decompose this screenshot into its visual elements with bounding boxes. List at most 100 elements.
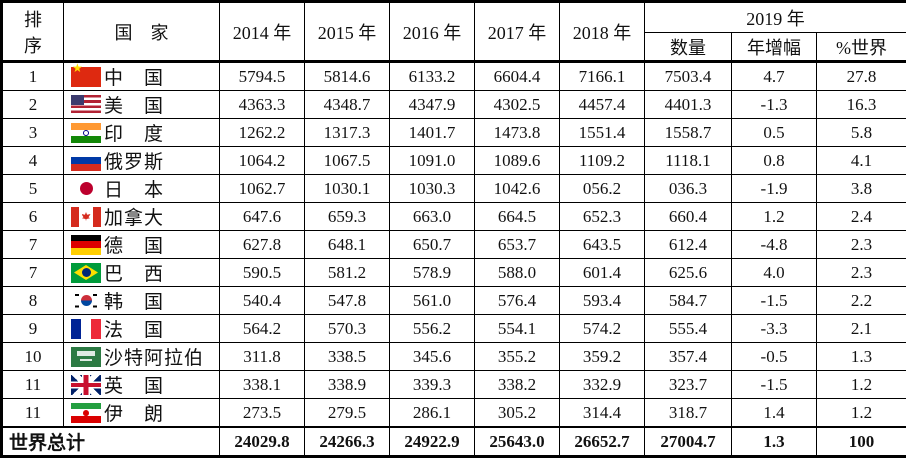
value-cell: 648.1 — [305, 231, 390, 259]
value-cell: 332.9 — [560, 371, 645, 399]
value-cell: -0.5 — [732, 343, 817, 371]
flag-india-icon — [71, 123, 101, 143]
country-cell: 沙特阿拉伯 — [64, 343, 220, 371]
value-cell: 16.3 — [817, 91, 906, 119]
header-year-2016: 2016 年 — [390, 2, 475, 62]
header-2019-quantity: 数量 — [645, 33, 732, 62]
country-name: 德 国 — [104, 231, 164, 258]
value-cell: 1042.6 — [475, 175, 560, 203]
value-cell: 357.4 — [645, 343, 732, 371]
value-cell: 359.2 — [560, 343, 645, 371]
value-cell: 311.8 — [220, 343, 305, 371]
value-cell: 1.3 — [817, 343, 906, 371]
value-cell: 279.5 — [305, 399, 390, 428]
flag-japan-icon — [71, 179, 101, 199]
rank-cell: 5 — [2, 175, 64, 203]
value-cell: 2.3 — [817, 231, 906, 259]
header-year-2018: 2018 年 — [560, 2, 645, 62]
total-2015: 24266.3 — [305, 427, 390, 457]
value-cell: 6133.2 — [390, 62, 475, 91]
country-cell: 加拿大 — [64, 203, 220, 231]
value-cell: 1.2 — [817, 399, 906, 428]
value-cell: 323.7 — [645, 371, 732, 399]
value-cell: 650.7 — [390, 231, 475, 259]
country-cell: 英 国 — [64, 371, 220, 399]
value-cell: 647.6 — [220, 203, 305, 231]
value-cell: 1091.0 — [390, 147, 475, 175]
total-2016: 24922.9 — [390, 427, 475, 457]
value-cell: 0.8 — [732, 147, 817, 175]
table-row: 11 英 国 338.1 338.9 339.3 338.2 332.9 323… — [2, 371, 906, 399]
value-cell: 056.2 — [560, 175, 645, 203]
country-cell: 俄罗斯 — [64, 147, 220, 175]
value-cell: -1.5 — [732, 287, 817, 315]
header-2019-world-share: %世界 — [817, 33, 906, 62]
table-row: 6 加拿大 647.6 659.3 663.0 664.5 652.3 660.… — [2, 203, 906, 231]
country-name: 巴 西 — [104, 259, 164, 286]
flag-iran-icon — [71, 403, 101, 423]
rank-cell: 7 — [2, 231, 64, 259]
value-cell: 4.0 — [732, 259, 817, 287]
table-row: 2 美 国 4363.3 4348.7 4347.9 4302.5 4457.4… — [2, 91, 906, 119]
value-cell: 570.3 — [305, 315, 390, 343]
header-year-2014: 2014 年 — [220, 2, 305, 62]
value-cell: 1.4 — [732, 399, 817, 428]
value-cell: 584.7 — [645, 287, 732, 315]
rank-cell: 6 — [2, 203, 64, 231]
value-cell: 1473.8 — [475, 119, 560, 147]
value-cell: 578.9 — [390, 259, 475, 287]
value-cell: 338.2 — [475, 371, 560, 399]
rank-cell: 4 — [2, 147, 64, 175]
flag-russia-icon — [71, 151, 101, 171]
rank-cell: 11 — [2, 399, 64, 428]
value-cell: 588.0 — [475, 259, 560, 287]
value-cell: 2.3 — [817, 259, 906, 287]
value-cell: 593.4 — [560, 287, 645, 315]
value-cell: 338.9 — [305, 371, 390, 399]
value-cell: 659.3 — [305, 203, 390, 231]
rank-cell: 3 — [2, 119, 64, 147]
value-cell: 547.8 — [305, 287, 390, 315]
total-2017: 25643.0 — [475, 427, 560, 457]
value-cell: 1558.7 — [645, 119, 732, 147]
value-cell: 5.8 — [817, 119, 906, 147]
value-cell: 314.4 — [560, 399, 645, 428]
country-name: 加拿大 — [104, 203, 164, 230]
value-cell: 601.4 — [560, 259, 645, 287]
country-cell: 印 度 — [64, 119, 220, 147]
value-cell: -1.5 — [732, 371, 817, 399]
value-cell: 4348.7 — [305, 91, 390, 119]
rank-cell: 2 — [2, 91, 64, 119]
country-name: 中 国 — [104, 63, 164, 90]
value-cell: 4.1 — [817, 147, 906, 175]
value-cell: 2.1 — [817, 315, 906, 343]
value-cell: 625.6 — [645, 259, 732, 287]
value-cell: 286.1 — [390, 399, 475, 428]
value-cell: 1.2 — [732, 203, 817, 231]
value-cell: 1064.2 — [220, 147, 305, 175]
value-cell: 3.8 — [817, 175, 906, 203]
table-row: 11 伊 朗 273.5 279.5 286.1 305.2 314.4 318… — [2, 399, 906, 428]
flag-uk-icon — [71, 375, 101, 395]
header-rank-line2: 序 — [3, 32, 63, 58]
header-row-main: 排 序 国 家 2014 年 2015 年 2016 年 2017 年 2018… — [2, 2, 906, 33]
country-name: 美 国 — [104, 91, 164, 118]
value-cell: 7503.4 — [645, 62, 732, 91]
country-cell: 法 国 — [64, 315, 220, 343]
value-cell: 1551.4 — [560, 119, 645, 147]
country-name: 沙特阿拉伯 — [104, 343, 204, 370]
country-cell: 韩 国 — [64, 287, 220, 315]
value-cell: 554.1 — [475, 315, 560, 343]
table-row: 1 中 国 5794.5 5814.6 6133.2 6604.4 7166.1… — [2, 62, 906, 91]
value-cell: 5794.5 — [220, 62, 305, 91]
table-row: 9 法 国 564.2 570.3 556.2 554.1 574.2 555.… — [2, 315, 906, 343]
country-cell: 中 国 — [64, 62, 220, 91]
value-cell: 664.5 — [475, 203, 560, 231]
value-cell: 555.4 — [645, 315, 732, 343]
value-cell: 036.3 — [645, 175, 732, 203]
value-cell: 1401.7 — [390, 119, 475, 147]
value-cell: 338.5 — [305, 343, 390, 371]
value-cell: 652.3 — [560, 203, 645, 231]
value-cell: 663.0 — [390, 203, 475, 231]
value-cell: 4.7 — [732, 62, 817, 91]
